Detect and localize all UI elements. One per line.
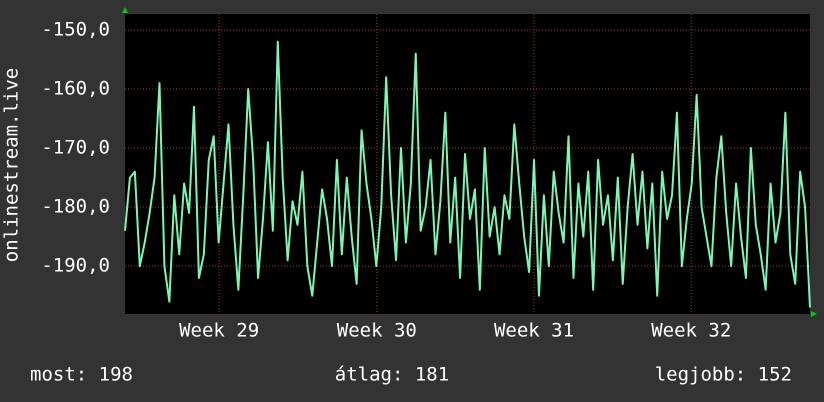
footer-stat: most: 198 [30, 364, 133, 386]
x-tick-label: Week 31 [494, 320, 574, 342]
x-tick-label: Week 32 [651, 320, 731, 342]
y-axis-title: onlinestream.live [1, 68, 23, 262]
y-tick-label: -170,0 [41, 137, 110, 159]
y-tick-label: -180,0 [41, 196, 110, 218]
footer-stat: legjobb: 152 [655, 364, 792, 386]
x-tick-label: Week 29 [179, 320, 259, 342]
x-tick-label: Week 30 [337, 320, 417, 342]
x-axis-arrow [811, 311, 817, 317]
plot-area [125, 14, 810, 314]
y-tick-label: -190,0 [41, 255, 110, 277]
footer-stat: átlag: 181 [335, 364, 449, 386]
y-tick-label: -150,0 [41, 18, 110, 40]
data-line [124, 40, 811, 308]
y-axis-arrow [122, 7, 128, 13]
y-tick-label: -160,0 [41, 78, 110, 100]
